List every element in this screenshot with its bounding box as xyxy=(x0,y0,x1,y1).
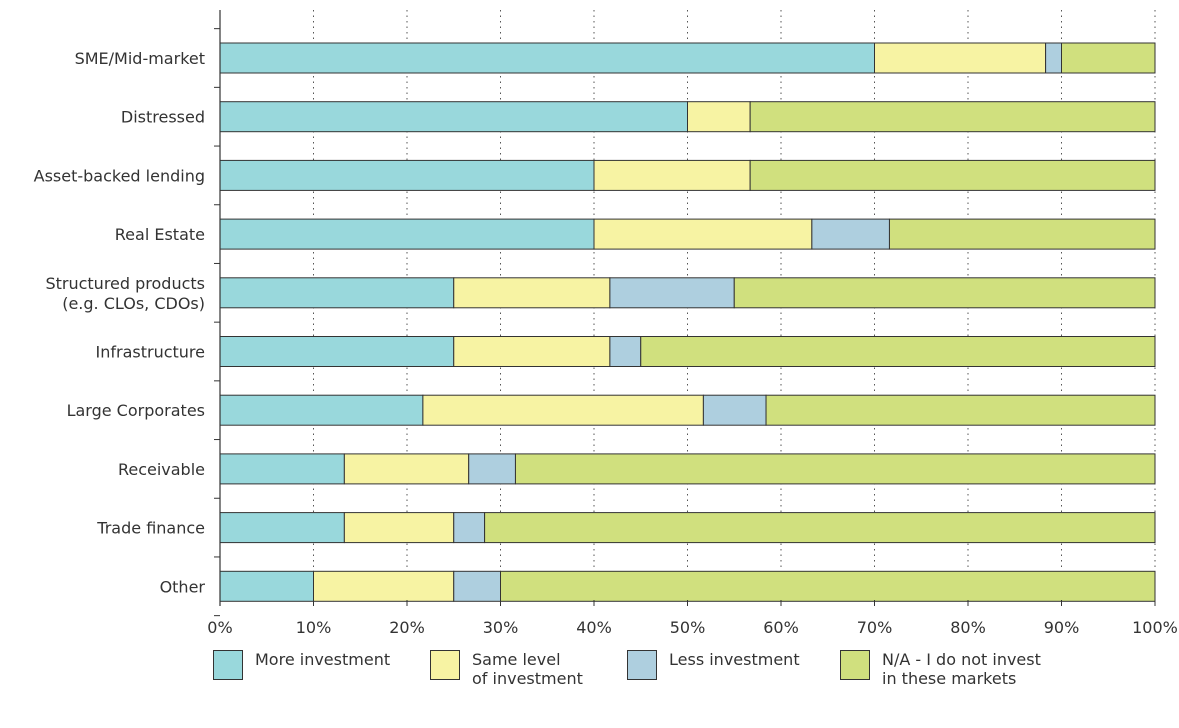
bar-segment xyxy=(313,570,455,602)
axes xyxy=(214,10,1156,617)
x-tick-label: 90% xyxy=(1044,618,1080,637)
stacked-bar-chart: SME/Mid-market Distressed Asset-backed len… xyxy=(34,10,1178,637)
bar-segment xyxy=(609,336,642,367)
category-labels: SME/Mid-market Distressed Asset-backed len… xyxy=(34,49,206,596)
bar-segment xyxy=(219,218,595,250)
x-tick-label: 80% xyxy=(950,618,986,637)
legend-label: More investment xyxy=(255,650,391,669)
category-label-line: SME/Mid-market xyxy=(75,49,205,68)
bar-segment xyxy=(593,159,751,191)
bar-segment xyxy=(219,512,345,544)
x-tick-label: 40% xyxy=(576,618,612,637)
x-tick-label: 20% xyxy=(389,618,425,637)
x-tick-label: 30% xyxy=(483,618,519,637)
category-label-line: Other xyxy=(160,577,206,596)
category-label-line: Real Estate xyxy=(115,225,205,244)
bar-segment xyxy=(453,277,611,309)
legend-swatch xyxy=(430,650,460,680)
bar-segment xyxy=(219,277,455,309)
bar-segment xyxy=(749,101,1156,133)
category-label-line: Receivable xyxy=(118,460,205,479)
category-label: Structured products (e.g. CLOs, CDOs) xyxy=(45,274,205,313)
bar-segment xyxy=(749,159,1156,191)
bar-segment xyxy=(593,218,813,250)
bar-segment xyxy=(687,101,751,133)
legend-label: N/A - I do not invest in these markets xyxy=(882,650,1041,688)
bar-segment xyxy=(219,159,595,191)
bar-segment xyxy=(811,218,890,250)
x-tick-label: 70% xyxy=(857,618,893,637)
category-label: Real Estate xyxy=(115,225,205,244)
legend-swatch xyxy=(840,650,870,680)
bar-segment xyxy=(468,453,516,485)
bar-segment xyxy=(219,101,688,133)
category-label-line: Infrastructure xyxy=(96,343,205,362)
legend-swatch xyxy=(627,650,657,680)
category-label: Asset-backed lending xyxy=(34,166,205,185)
category-label-line: Structured products xyxy=(45,274,205,293)
bar-segment xyxy=(1045,42,1062,74)
category-label-line: Trade finance xyxy=(96,519,205,538)
bar-segment xyxy=(609,277,735,309)
category-label: Receivable xyxy=(118,460,205,479)
bar-segment xyxy=(640,336,1156,367)
legend: More investment Same level of investment L… xyxy=(0,650,1179,728)
legend-label: Less investment xyxy=(669,650,800,669)
bar-segment xyxy=(514,453,1156,485)
bar-segment xyxy=(219,570,314,602)
x-tick-labels: 0% 10% 20% 30% 40% 50% 60% 70% 80% 90% 100% xyxy=(207,618,1178,637)
category-label-line: Asset-backed lending xyxy=(34,166,205,185)
bar-segment xyxy=(343,453,470,485)
legend-item: N/A - I do not invest in these markets xyxy=(840,650,1041,688)
bar-segment xyxy=(453,570,501,602)
legend-item: Same level of investment xyxy=(430,650,583,688)
bar-segment xyxy=(702,394,767,426)
bar-segment xyxy=(765,394,1156,426)
category-label: Large Corporates xyxy=(67,401,205,420)
bar-segment xyxy=(453,512,486,544)
category-label-line: Distressed xyxy=(121,108,205,127)
bar-segment xyxy=(219,336,455,367)
legend-label: Same level of investment xyxy=(472,650,583,688)
x-tick-label: 10% xyxy=(296,618,332,637)
bar-segment xyxy=(888,218,1156,250)
category-label: Other xyxy=(160,577,206,596)
category-label: Infrastructure xyxy=(96,343,205,362)
x-tick-label: 50% xyxy=(670,618,706,637)
bar-segment xyxy=(219,42,875,74)
bar-segment xyxy=(484,512,1156,544)
category-label: Distressed xyxy=(121,108,205,127)
legend-item: Less investment xyxy=(627,650,800,680)
x-tick-label: 0% xyxy=(207,618,232,637)
category-label-line: Large Corporates xyxy=(67,401,205,420)
legend-item: More investment xyxy=(213,650,390,680)
bar-segment xyxy=(219,453,345,485)
bar-segment xyxy=(219,394,424,426)
category-label: SME/Mid-market xyxy=(75,49,205,68)
bar-segment xyxy=(874,42,1047,74)
bar-segment xyxy=(500,570,1156,602)
legend-swatch xyxy=(213,650,243,680)
category-label-line: (e.g. CLOs, CDOs) xyxy=(62,294,205,313)
bar-segment xyxy=(343,512,455,544)
bar-segment xyxy=(422,394,704,426)
bars xyxy=(219,42,1156,602)
bar-segment xyxy=(453,336,611,367)
bar-segment xyxy=(1061,42,1156,74)
x-tick-label: 60% xyxy=(763,618,799,637)
x-tick-label: 100% xyxy=(1132,618,1178,637)
bar-segment xyxy=(733,277,1156,309)
category-label: Trade finance xyxy=(96,519,205,538)
